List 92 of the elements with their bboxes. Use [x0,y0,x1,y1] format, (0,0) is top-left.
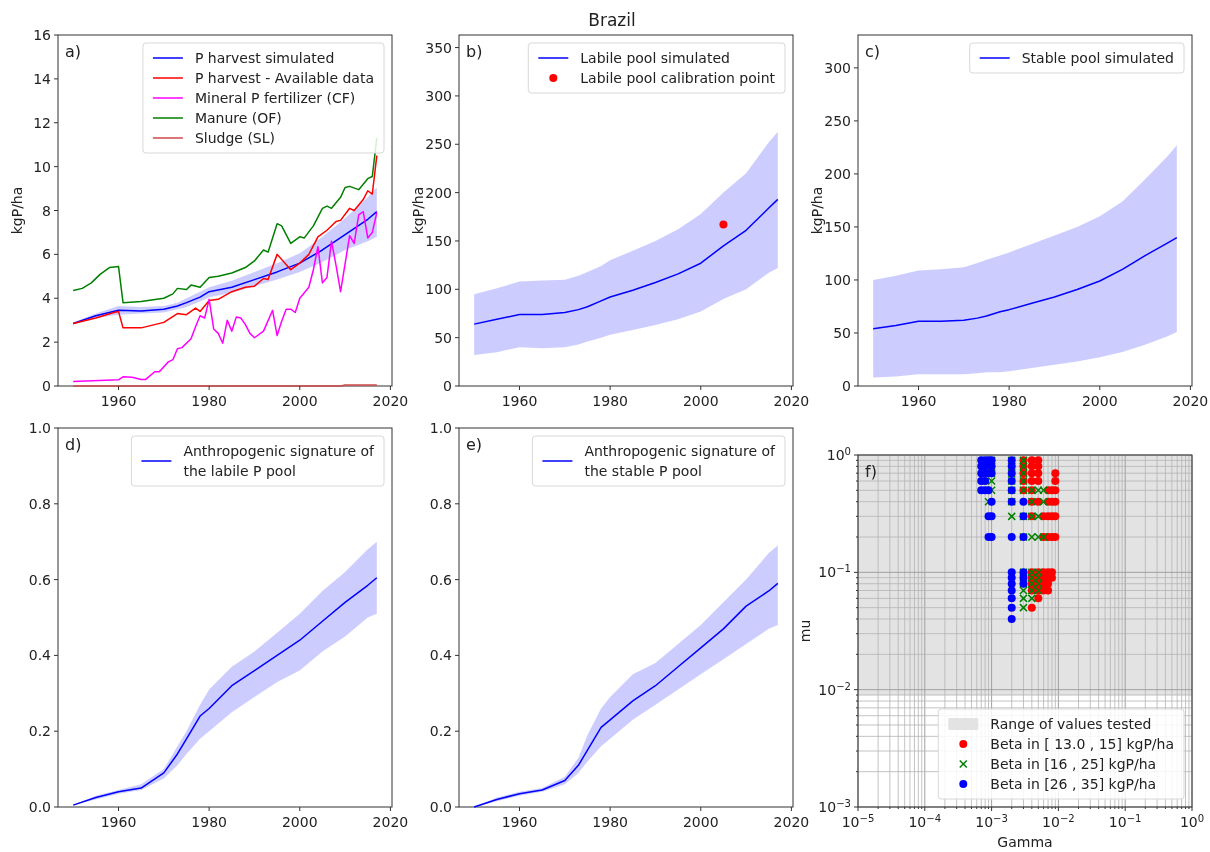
x-tick-label: 1960 [100,814,137,830]
x-tick-label: 1980 [592,814,628,830]
annotation: b) [466,42,483,61]
y-tick-label: 10$^{−3}$ [818,797,851,815]
x-tick-label: 1960 [100,393,137,409]
y-tick-label: 250 [824,112,851,129]
x-tick-label: 2000 [1081,393,1118,409]
y-tick-label: 10 [33,158,51,175]
x-tick-label: 10$^{−1}$ [1108,812,1142,830]
x-tick-label: 2000 [281,814,318,830]
x-tick-label: 2000 [281,393,318,409]
legend-label: Labile pool calibration point [580,70,776,86]
y-tick-label: 10$^{0}$ [826,445,851,463]
y-axis-title: kgP/ha [410,186,426,235]
y-tick-label: 100 [425,281,452,298]
legend-label: Anthropogenic signature of the labile P pool [183,443,376,479]
x-tick-label: 2020 [372,814,409,830]
x-tick-label: 1980 [991,393,1027,409]
x-tick-label: 1980 [592,393,628,409]
x-tick-label: 1960 [900,393,937,409]
y-tick-label: 6 [42,246,52,263]
y-tick-label: 0 [842,378,851,394]
x-tick-label: 1960 [501,393,538,409]
y-tick-label: 0.8 [429,495,452,512]
legend-label: Range of values tested [990,716,1152,732]
y-tick-label: 0.4 [28,647,52,664]
y-tick-label: 200 [824,165,851,182]
x-tick-label: 1980 [191,393,227,409]
annotation: c) [865,42,881,61]
y-tick-label: 300 [824,59,851,76]
y-tick-label: 150 [425,232,452,249]
y-tick-label: 14 [33,70,52,87]
legend-label: Beta in [16 , 25] kgP/ha [990,756,1157,772]
y-tick-label: 100 [824,271,851,288]
x-tick-label: 10$^{−2}$ [1042,812,1075,830]
y-tick-label: 0.0 [429,799,452,815]
y-tick-label: 250 [425,136,452,153]
x-tick-label: 1980 [191,814,227,830]
y-tick-label: 12 [33,114,51,131]
y-tick-label: 50 [434,329,452,346]
legend-label: Beta in [ 13.0 , 15] kgP/ha [990,736,1174,752]
y-tick-label: 0.2 [429,723,452,740]
legend-label: Anthropogenic signature of the stable P pool [584,443,777,479]
y-tick-label: 10$^{−1}$ [818,562,851,581]
x-tick-label: 2000 [682,814,719,830]
legend-label: Mineral P fertilizer (CF) [194,90,356,106]
y-tick-label: 16 [33,27,52,43]
y-tick-label: 0.6 [429,571,453,588]
y-tick-label: 150 [824,218,851,235]
y-axis-title: mu [797,619,813,643]
x-axis-title: Gamma [997,834,1053,850]
y-tick-label: 0 [42,378,51,394]
y-tick-label: 1.0 [28,420,51,436]
y-tick-label: 350 [425,39,452,56]
x-tick-label: 1960 [501,814,538,830]
x-tick-label: 10$^{−5}$ [841,812,875,830]
legend-label: Sludge (SL) [194,130,276,146]
annotation: e) [466,435,483,454]
y-tick-label: 1.0 [429,420,452,436]
y-tick-label: 0.4 [429,647,453,664]
y-tick-label: 0.2 [28,723,51,740]
y-tick-label: 0.6 [28,571,52,588]
y-tick-label: 10$^{−2}$ [818,680,851,698]
y-tick-label: 2 [42,334,51,351]
legend-label: P harvest simulated [194,50,335,66]
annotation: d) [65,435,82,454]
y-tick-label: 300 [425,87,452,104]
y-axis-title: kgP/ha [809,186,825,235]
legend-label: P harvest - Available data [194,70,375,86]
legend-label: Beta in [26 , 35] kgP/ha [990,776,1157,792]
x-tick-label: 2020 [372,393,409,409]
y-tick-label: 50 [833,324,851,341]
x-tick-label: 2020 [773,814,810,830]
x-tick-label: 10$^{−4}$ [908,812,942,830]
legend-label: Manure (OF) [194,110,282,126]
x-tick-label: 10$^{−3}$ [975,812,1008,830]
annotation: a) [65,42,82,61]
x-tick-label: 2000 [682,393,719,409]
y-axis-title: kgP/ha [9,186,25,235]
y-tick-label: 0.0 [28,799,51,815]
x-tick-label: 2020 [773,393,810,409]
y-tick-label: 200 [425,184,452,201]
x-tick-label: 10$^{0}$ [1179,812,1205,830]
annotation: f) [865,462,877,481]
legend-label: Labile pool simulated [580,50,730,66]
y-tick-label: 0.8 [28,495,51,512]
y-tick-label: 0 [443,378,452,394]
legend-label: Stable pool simulated [1021,50,1175,66]
x-tick-label: 2020 [1172,393,1209,409]
y-tick-label: 8 [42,202,51,219]
y-tick-label: 4 [42,290,52,307]
chart-title: Brazil [588,10,636,30]
